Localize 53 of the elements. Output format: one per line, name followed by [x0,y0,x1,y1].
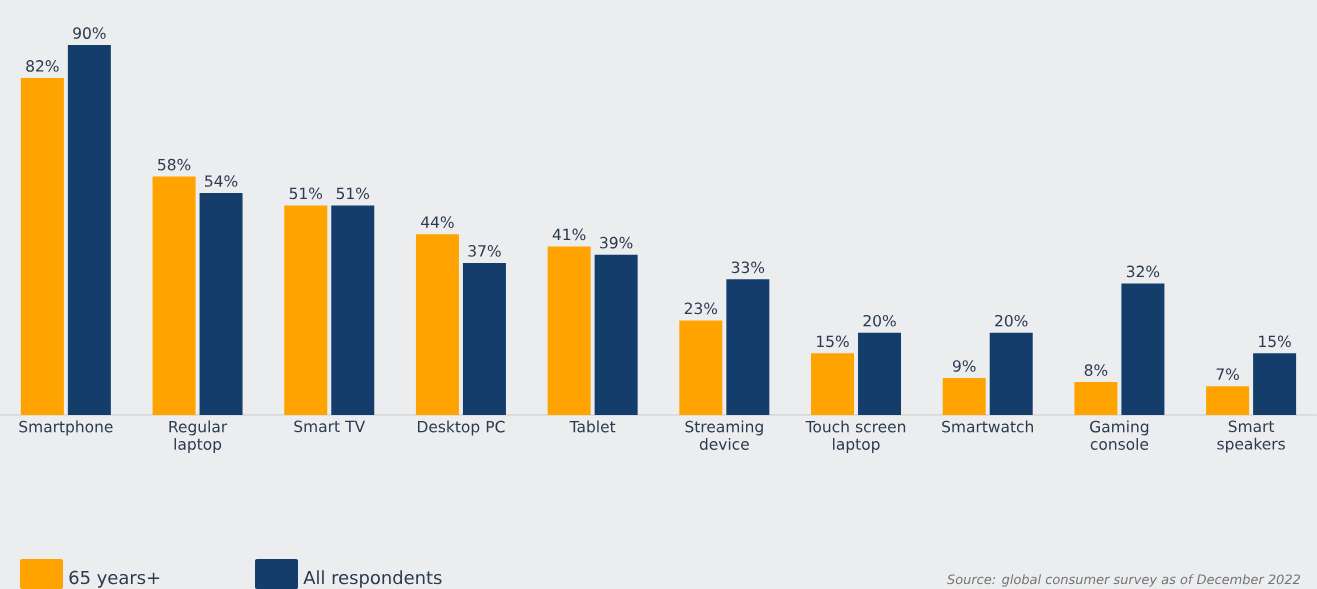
bar [547,246,591,415]
data-label: 54% [205,175,238,187]
bar [1206,386,1250,415]
x-tick-label: Regular laptop [169,420,228,453]
data-label: 90% [73,27,106,39]
data-label: 20% [863,314,896,327]
bar [989,332,1033,415]
data-label: 39% [600,236,633,249]
bar [594,254,638,415]
x-tick-label: Desktop PC [418,420,505,436]
bar [726,279,770,415]
bar [199,193,243,415]
data-label: 44% [421,216,454,228]
bar [67,45,111,415]
data-label: 8% [1084,364,1108,376]
data-label: 33% [731,261,765,274]
data-label: 9% [952,360,976,372]
data-label: 51% [336,187,370,200]
x-tick-label: Streaming device [685,420,763,450]
data-label: 37% [468,245,501,257]
data-label: 7% [1216,368,1239,381]
x-tick-label: Smartwatch [942,420,1033,433]
x-tick-label: Smartphone [19,420,113,436]
legend-label: All respondents [303,570,442,588]
data-label: 58% [158,158,191,171]
source-note: Source: global consumer survey as of December 2022 [947,574,1301,587]
x-tick-label: Smart speakers [1217,420,1285,453]
x-tick-label: Touch screen laptop [805,420,906,453]
bar [942,378,986,415]
bar [811,353,855,415]
x-tick-label: Smart TV [294,420,366,433]
data-label: 20% [995,314,1028,327]
bar [331,205,375,415]
data-label: 41% [552,228,586,241]
bar [679,320,723,415]
legend-label: 65 years+ [69,570,160,588]
data-label: 15% [1259,335,1291,348]
data-label: 32% [1126,265,1160,278]
bar [20,77,64,415]
data-label: 15% [817,335,849,348]
data-label: 82% [26,60,59,72]
x-tick-label: Gaming console [1090,420,1149,450]
data-label: 23% [684,302,718,315]
x-tick-label: Tablet [569,420,616,433]
data-label: 51% [289,187,323,200]
bar [1253,353,1297,415]
bar [284,205,328,415]
bar [1074,382,1118,415]
bar [152,176,196,415]
bar [415,234,459,415]
bar [462,262,506,415]
bar [1121,283,1165,415]
bar [858,332,902,415]
